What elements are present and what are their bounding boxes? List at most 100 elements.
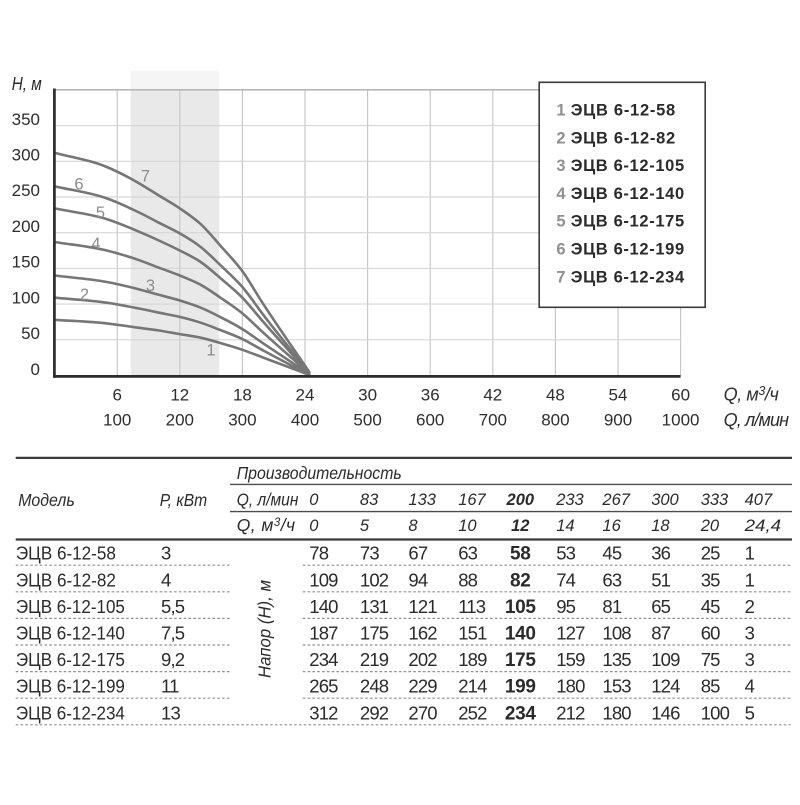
svg-text:ЭЦВ 6-12-199: ЭЦВ 6-12-199 bbox=[16, 676, 125, 697]
svg-text:42: 42 bbox=[483, 385, 502, 404]
svg-text:74: 74 bbox=[556, 569, 575, 590]
svg-text:153: 153 bbox=[602, 676, 631, 697]
svg-text:85: 85 bbox=[701, 676, 720, 697]
svg-text:175: 175 bbox=[360, 623, 389, 644]
svg-text:51: 51 bbox=[651, 569, 670, 590]
svg-text:95: 95 bbox=[556, 596, 575, 617]
svg-text:Н, м: Н, м bbox=[12, 73, 42, 94]
svg-text:Напор (Н), м: Напор (Н), м bbox=[254, 580, 274, 678]
svg-text:18: 18 bbox=[651, 517, 670, 535]
svg-text:Q, л/мин: Q, л/мин bbox=[724, 410, 790, 430]
svg-text:65: 65 bbox=[651, 596, 670, 617]
svg-text:105: 105 bbox=[505, 597, 537, 618]
svg-text:300: 300 bbox=[228, 410, 256, 429]
svg-text:175: 175 bbox=[505, 650, 537, 671]
svg-text:30: 30 bbox=[358, 385, 377, 404]
svg-text:219: 219 bbox=[360, 649, 389, 670]
svg-text:199: 199 bbox=[505, 677, 536, 698]
svg-text:248: 248 bbox=[360, 676, 389, 697]
svg-text:180: 180 bbox=[556, 676, 585, 697]
svg-text:234: 234 bbox=[309, 649, 338, 670]
svg-text:Q, м3/ч: Q, м3/ч bbox=[237, 515, 296, 535]
svg-text:800: 800 bbox=[541, 410, 569, 429]
svg-text:140: 140 bbox=[309, 596, 338, 617]
svg-text:48: 48 bbox=[546, 385, 565, 404]
svg-text:ЭЦВ 6-12-105: ЭЦВ 6-12-105 bbox=[571, 157, 685, 175]
svg-text:Q, л/мин: Q, л/мин bbox=[237, 490, 299, 510]
svg-text:312: 312 bbox=[309, 702, 338, 723]
svg-text:60: 60 bbox=[671, 385, 690, 404]
svg-text:100: 100 bbox=[701, 702, 730, 723]
svg-text:63: 63 bbox=[458, 543, 477, 564]
svg-text:58: 58 bbox=[510, 544, 531, 565]
svg-text:187: 187 bbox=[309, 623, 338, 644]
svg-text:54: 54 bbox=[609, 385, 628, 404]
svg-text:10: 10 bbox=[458, 517, 477, 535]
svg-text:ЭЦВ 6-12-140: ЭЦВ 6-12-140 bbox=[571, 185, 685, 203]
svg-text:14: 14 bbox=[556, 517, 574, 535]
svg-text:300: 300 bbox=[651, 491, 679, 509]
svg-text:4: 4 bbox=[745, 676, 755, 697]
svg-text:1000: 1000 bbox=[662, 410, 700, 429]
svg-text:150: 150 bbox=[12, 253, 40, 272]
svg-text:159: 159 bbox=[556, 649, 585, 670]
svg-text:407: 407 bbox=[745, 491, 773, 509]
svg-text:292: 292 bbox=[360, 702, 389, 723]
svg-text:73: 73 bbox=[360, 543, 379, 564]
svg-text:200: 200 bbox=[12, 217, 40, 236]
svg-text:1: 1 bbox=[206, 341, 215, 359]
svg-text:ЭЦВ 6-12-175: ЭЦВ 6-12-175 bbox=[16, 649, 125, 670]
svg-text:87: 87 bbox=[651, 623, 670, 644]
svg-text:36: 36 bbox=[651, 543, 670, 564]
svg-text:88: 88 bbox=[458, 569, 477, 590]
svg-text:ЭЦВ 6-12-199: ЭЦВ 6-12-199 bbox=[571, 241, 685, 259]
svg-text:233: 233 bbox=[555, 491, 584, 509]
svg-text:202: 202 bbox=[408, 649, 437, 670]
svg-text:3: 3 bbox=[745, 623, 755, 644]
svg-text:78: 78 bbox=[309, 543, 328, 564]
svg-text:100: 100 bbox=[103, 410, 131, 429]
svg-text:ЭЦВ 6-12-140: ЭЦВ 6-12-140 bbox=[16, 623, 125, 644]
svg-text:167: 167 bbox=[458, 491, 486, 509]
svg-text:3: 3 bbox=[146, 277, 155, 295]
svg-text:9,2: 9,2 bbox=[161, 649, 185, 670]
svg-text:4: 4 bbox=[91, 235, 100, 253]
svg-text:5: 5 bbox=[360, 517, 370, 535]
svg-text:109: 109 bbox=[309, 569, 338, 590]
svg-text:229: 229 bbox=[408, 676, 437, 697]
svg-text:94: 94 bbox=[408, 569, 427, 590]
svg-text:4: 4 bbox=[556, 185, 566, 203]
svg-text:82: 82 bbox=[510, 570, 531, 591]
svg-text:8: 8 bbox=[408, 517, 418, 535]
svg-text:36: 36 bbox=[421, 385, 440, 404]
svg-text:6: 6 bbox=[556, 241, 565, 259]
svg-text:Производительность: Производительность bbox=[237, 463, 402, 483]
svg-text:12: 12 bbox=[511, 517, 529, 535]
svg-text:20: 20 bbox=[700, 517, 720, 535]
svg-text:151: 151 bbox=[458, 623, 487, 644]
svg-text:5: 5 bbox=[96, 204, 105, 222]
svg-text:108: 108 bbox=[602, 623, 631, 644]
svg-text:267: 267 bbox=[601, 491, 630, 509]
svg-text:67: 67 bbox=[408, 543, 427, 564]
svg-text:6: 6 bbox=[74, 175, 83, 193]
svg-text:63: 63 bbox=[602, 569, 621, 590]
svg-text:7: 7 bbox=[556, 268, 565, 286]
svg-text:50: 50 bbox=[21, 324, 40, 343]
svg-text:5: 5 bbox=[556, 213, 565, 231]
svg-text:350: 350 bbox=[12, 110, 40, 129]
svg-text:1: 1 bbox=[556, 102, 565, 120]
svg-text:1: 1 bbox=[745, 569, 755, 590]
svg-text:0: 0 bbox=[309, 517, 319, 535]
svg-text:252: 252 bbox=[458, 702, 487, 723]
svg-text:45: 45 bbox=[602, 543, 621, 564]
svg-text:Q, м3/ч: Q, м3/ч bbox=[724, 384, 779, 405]
svg-text:265: 265 bbox=[309, 676, 338, 697]
svg-text:1: 1 bbox=[745, 543, 755, 564]
svg-text:81: 81 bbox=[602, 596, 621, 617]
svg-text:600: 600 bbox=[416, 410, 444, 429]
svg-text:7,5: 7,5 bbox=[161, 623, 185, 644]
svg-text:270: 270 bbox=[408, 702, 437, 723]
svg-text:ЭЦВ 6-12-234: ЭЦВ 6-12-234 bbox=[571, 268, 685, 286]
svg-text:500: 500 bbox=[353, 410, 381, 429]
